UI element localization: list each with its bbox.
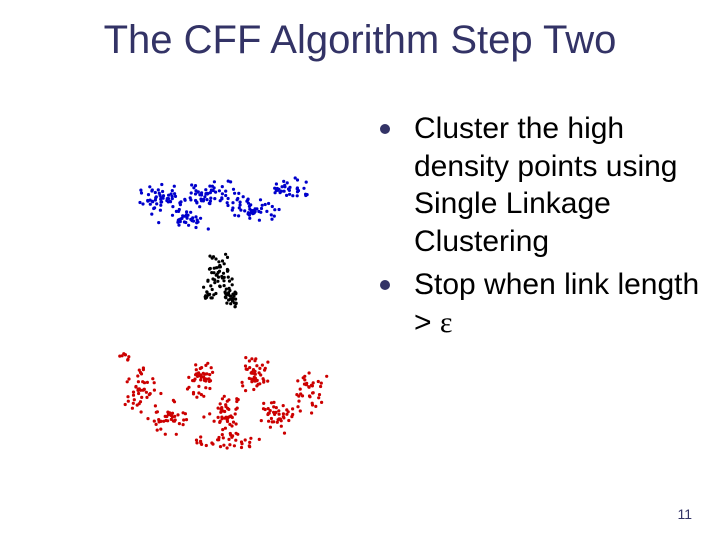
bullet-list: Cluster the high density points using Si… bbox=[380, 110, 700, 347]
bullet-text-pre: Stop when link length > bbox=[414, 268, 699, 339]
bullet-icon bbox=[380, 124, 390, 134]
top-cluster bbox=[138, 176, 308, 230]
mid-cluster bbox=[202, 253, 238, 309]
slide: The CFF Algorithm Step Two Cluster the h… bbox=[0, 0, 720, 540]
page-number: 11 bbox=[677, 506, 692, 522]
scatter-plot bbox=[80, 140, 360, 460]
bullet-item: Stop when link length > ε bbox=[380, 266, 700, 341]
bottom-cluster bbox=[118, 352, 328, 450]
bullet-text: Cluster the high density points using Si… bbox=[414, 110, 700, 260]
epsilon-symbol: ε bbox=[440, 306, 453, 339]
bullet-icon bbox=[380, 280, 390, 290]
bullet-text: Stop when link length > ε bbox=[414, 266, 700, 341]
scatter-svg bbox=[80, 140, 360, 460]
bullet-item: Cluster the high density points using Si… bbox=[380, 110, 700, 260]
slide-title: The CFF Algorithm Step Two bbox=[0, 18, 720, 63]
